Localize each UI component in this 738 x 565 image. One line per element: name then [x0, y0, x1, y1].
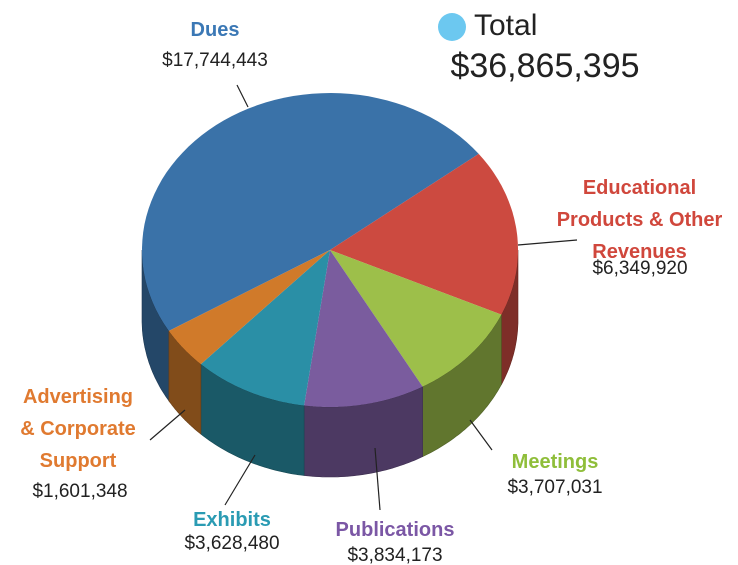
total-label: Total: [474, 9, 537, 42]
leader-line: [469, 419, 493, 451]
slice-label: Exhibits: [193, 509, 271, 531]
slice-value: $1,601,348: [32, 481, 128, 502]
slice-value: $3,628,480: [184, 533, 280, 554]
leader-line: [374, 447, 381, 511]
total-value: $36,865,395: [450, 47, 639, 85]
slice-value: $6,349,920: [592, 258, 688, 279]
leader-line: [149, 409, 186, 441]
total-marker: [438, 13, 466, 41]
leader-line: [224, 454, 256, 506]
slice: [142, 93, 479, 331]
slice-value: $3,834,173: [347, 545, 443, 565]
slice-label: Publications: [335, 519, 455, 541]
slice-side: [141, 250, 170, 402]
slice: [168, 250, 330, 365]
slice-value: $3,707,031: [507, 477, 603, 498]
slice-label: Advertising & Corporate Support: [20, 386, 136, 472]
leader-line: [517, 239, 578, 246]
slice: [330, 250, 502, 387]
slice: [304, 250, 423, 407]
leader-line: [236, 84, 249, 108]
slice-label: Meetings: [511, 451, 599, 473]
slice: [330, 153, 518, 315]
slice-label: Educational Products & Other Revenues: [556, 177, 723, 263]
slice-value: $17,744,443: [162, 50, 268, 71]
slice-label: Dues: [190, 19, 240, 41]
slice: [200, 250, 330, 406]
